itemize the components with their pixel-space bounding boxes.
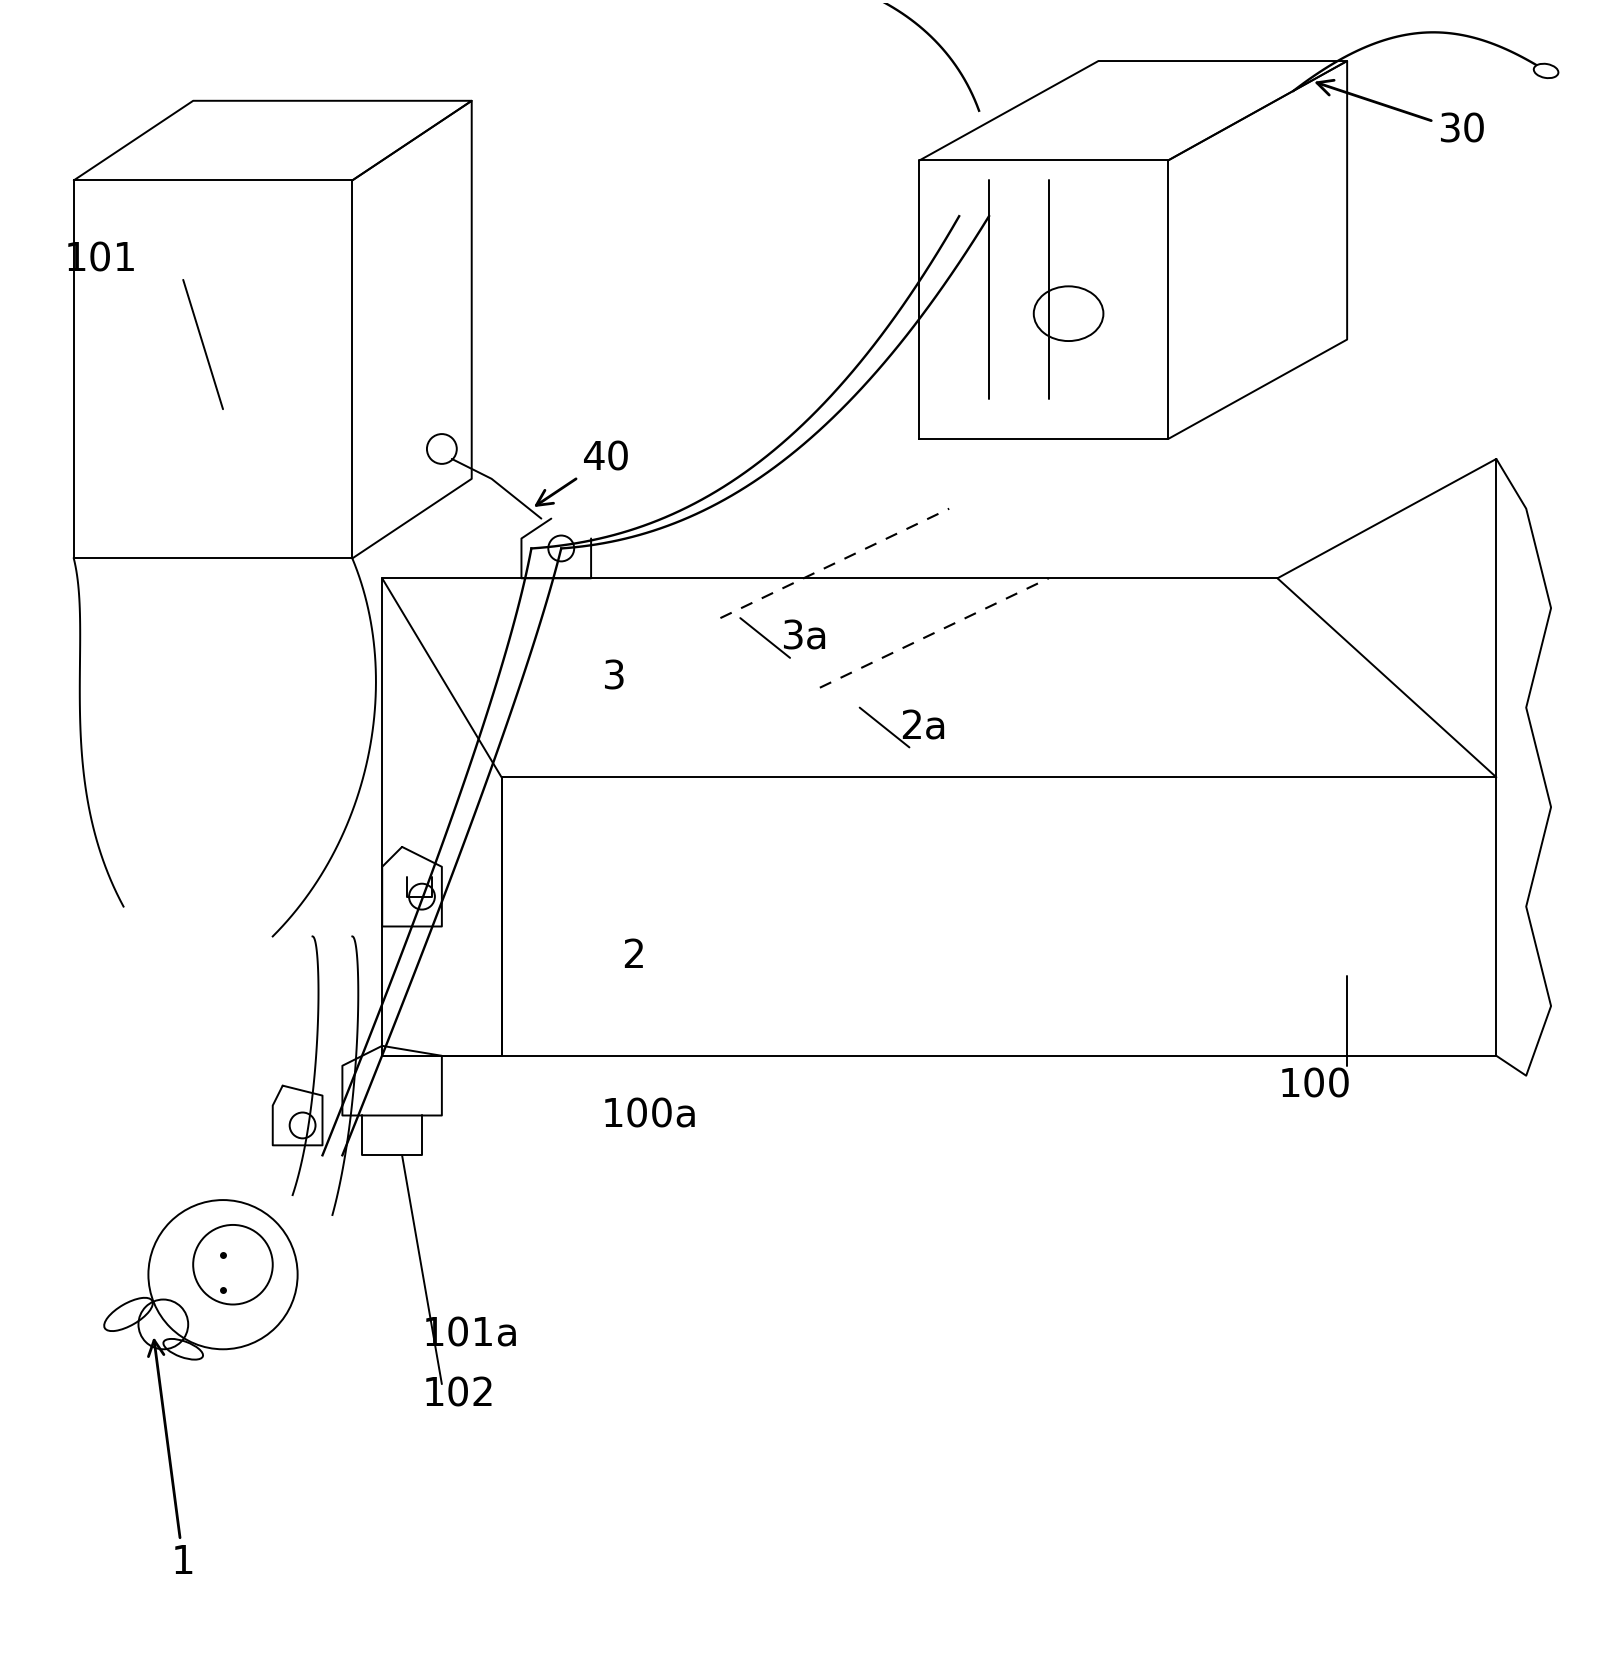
Text: 2a: 2a: [899, 709, 948, 747]
Text: 3a: 3a: [780, 620, 828, 658]
Text: 1: 1: [149, 1341, 195, 1581]
Text: 102: 102: [421, 1375, 497, 1413]
Text: 30: 30: [1317, 81, 1487, 151]
Ellipse shape: [1533, 65, 1559, 80]
Text: 100a: 100a: [601, 1097, 700, 1135]
Text: 100: 100: [1277, 1067, 1352, 1105]
Text: 40: 40: [537, 441, 631, 505]
Text: 101a: 101a: [421, 1316, 521, 1354]
Text: 2: 2: [622, 938, 646, 976]
Text: 3: 3: [601, 659, 626, 698]
Text: 101: 101: [64, 242, 138, 280]
